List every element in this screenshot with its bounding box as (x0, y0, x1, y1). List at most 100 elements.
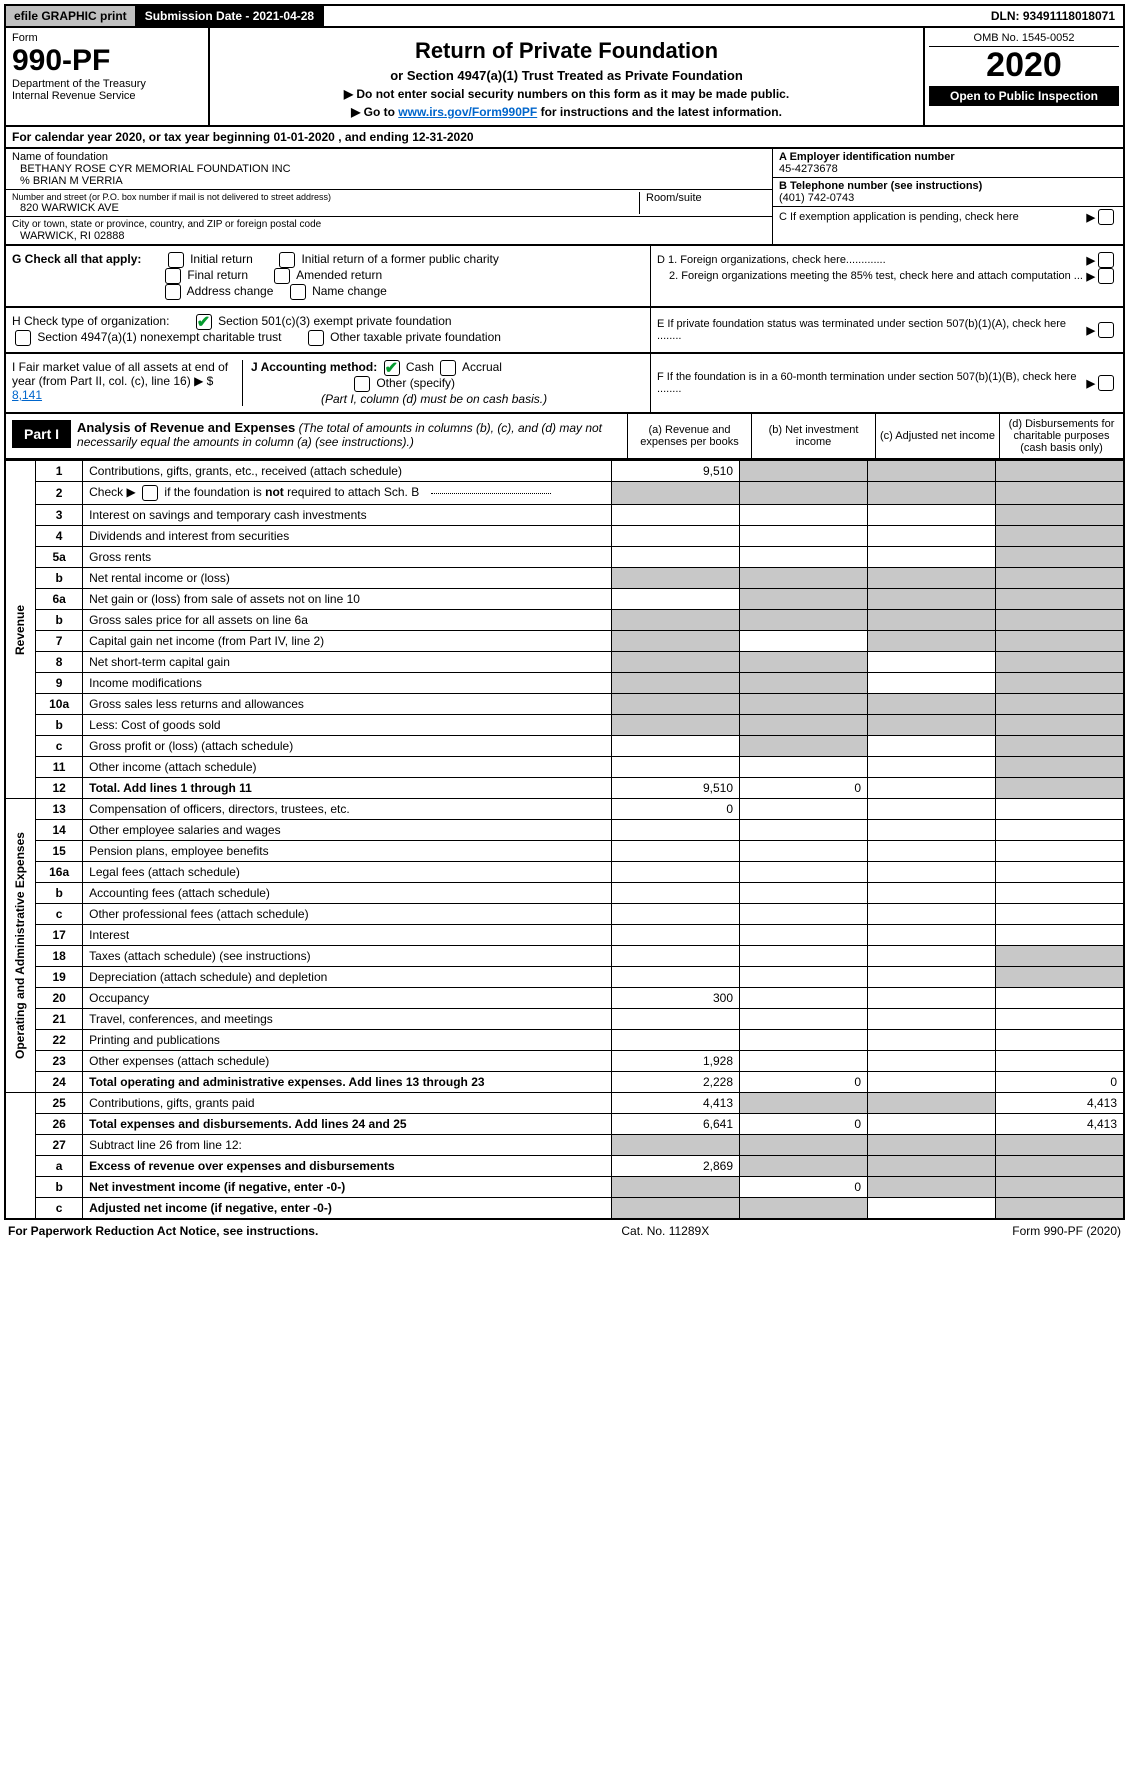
form-subtitle: or Section 4947(a)(1) Trust Treated as P… (216, 68, 917, 83)
table-row: 20Occupancy300 (5, 988, 1124, 1009)
ein-label: A Employer identification number (779, 151, 955, 163)
open-public-badge: Open to Public Inspection (929, 86, 1119, 106)
footer-left: For Paperwork Reduction Act Notice, see … (8, 1224, 318, 1238)
revenue-section-label: Revenue (5, 461, 36, 799)
e-checkbox[interactable] (1098, 322, 1114, 338)
table-row: 27Subtract line 26 from line 12: (5, 1135, 1124, 1156)
table-row: 26Total expenses and disbursements. Add … (5, 1114, 1124, 1135)
form-header-left: Form 990-PF Department of the Treasury I… (6, 28, 210, 125)
table-row: 4Dividends and interest from securities (5, 526, 1124, 547)
table-row: 22Printing and publications (5, 1030, 1124, 1051)
top-bar: efile GRAPHIC print Submission Date - 20… (4, 4, 1125, 28)
part1-title: Analysis of Revenue and Expenses (77, 420, 295, 435)
d1-checkbox[interactable] (1098, 252, 1114, 268)
h-label: H Check type of organization: (12, 314, 169, 328)
section-h-e: H Check type of organization: Section 50… (4, 308, 1125, 354)
dln-label: DLN: 93491118018071 (983, 6, 1123, 26)
part1-table: Revenue 1Contributions, gifts, grants, e… (4, 460, 1125, 1220)
form-word: Form (12, 32, 202, 44)
omb-number: OMB No. 1545-0052 (929, 32, 1119, 47)
f-label: F If the foundation is in a 60-month ter… (657, 371, 1087, 395)
g-amended-return-checkbox[interactable] (274, 268, 290, 284)
col-b-header: (b) Net investment income (751, 414, 875, 458)
fmv-amount[interactable]: 8,141 (12, 388, 42, 402)
footer-right: Form 990-PF (2020) (1012, 1224, 1121, 1238)
calendar-year-row: For calendar year 2020, or tax year begi… (4, 127, 1125, 149)
j-other-checkbox[interactable] (354, 376, 370, 392)
table-row: 24Total operating and administrative exp… (5, 1072, 1124, 1093)
ein-value: 45-4273678 (779, 163, 1117, 175)
table-row: Operating and Administrative Expenses 13… (5, 799, 1124, 820)
section-i-j-f: I Fair market value of all assets at end… (4, 354, 1125, 414)
instructions-link[interactable]: www.irs.gov/Form990PF (398, 105, 537, 119)
schb-checkbox[interactable] (142, 485, 158, 501)
e-label: E If private foundation status was termi… (657, 318, 1087, 342)
foundation-info: Name of foundation BETHANY ROSE CYR MEMO… (4, 149, 1125, 246)
j-note: (Part I, column (d) must be on cash basi… (321, 392, 644, 406)
table-row: cOther professional fees (attach schedul… (5, 904, 1124, 925)
form-note2: ▶ Go to www.irs.gov/Form990PF for instru… (216, 105, 917, 119)
table-row: Revenue 1Contributions, gifts, grants, e… (5, 461, 1124, 482)
col-c-header: (c) Adjusted net income (875, 414, 999, 458)
phone-value: (401) 742-0743 (779, 192, 1117, 204)
j-accrual-checkbox[interactable] (440, 360, 456, 376)
room-label: Room/suite (646, 192, 766, 204)
care-of: % BRIAN M VERRIA (12, 175, 766, 187)
tax-year-end: 12-31-2020 (412, 130, 473, 144)
h-other-taxable-checkbox[interactable] (308, 330, 324, 346)
tax-year: 2020 (929, 47, 1119, 84)
table-row: 18Taxes (attach schedule) (see instructi… (5, 946, 1124, 967)
phone-label: B Telephone number (see instructions) (779, 180, 982, 192)
g-final-return-checkbox[interactable] (165, 268, 181, 284)
g-initial-return-checkbox[interactable] (168, 252, 184, 268)
table-row: bNet investment income (if negative, ent… (5, 1177, 1124, 1198)
g-former-charity-checkbox[interactable] (279, 252, 295, 268)
part1-header: Part I Analysis of Revenue and Expenses … (4, 414, 1125, 460)
table-row: cAdjusted net income (if negative, enter… (5, 1198, 1124, 1220)
d2-checkbox[interactable] (1098, 268, 1114, 284)
table-row: 2Check ▶ if the foundation is not requir… (5, 482, 1124, 505)
foundation-name-label: Name of foundation (12, 151, 766, 163)
city-state-zip: WARWICK, RI 02888 (12, 230, 766, 242)
form-header: Form 990-PF Department of the Treasury I… (4, 28, 1125, 127)
table-row: bLess: Cost of goods sold (5, 715, 1124, 736)
table-row: 8Net short-term capital gain (5, 652, 1124, 673)
table-row: 10aGross sales less returns and allowanc… (5, 694, 1124, 715)
h-501c3-checkbox[interactable] (196, 314, 212, 330)
city-label: City or town, state or province, country… (12, 219, 766, 230)
table-row: 6aNet gain or (loss) from sale of assets… (5, 589, 1124, 610)
table-row: 17Interest (5, 925, 1124, 946)
expenses-section-label: Operating and Administrative Expenses (5, 799, 36, 1093)
col-a-header: (a) Revenue and expenses per books (627, 414, 751, 458)
g-name-change-checkbox[interactable] (290, 284, 306, 300)
form-note1: ▶ Do not enter social security numbers o… (216, 87, 917, 101)
d1-label: D 1. Foreign organizations, check here..… (657, 254, 1087, 266)
table-row: 23Other expenses (attach schedule)1,928 (5, 1051, 1124, 1072)
table-row: 12Total. Add lines 1 through 119,5100 (5, 778, 1124, 799)
foundation-name: BETHANY ROSE CYR MEMORIAL FOUNDATION INC (12, 163, 766, 175)
street-address: 820 WARWICK AVE (12, 202, 639, 214)
f-checkbox[interactable] (1098, 375, 1114, 391)
table-row: 9Income modifications (5, 673, 1124, 694)
dept-label: Department of the Treasury (12, 78, 202, 90)
irs-label: Internal Revenue Service (12, 90, 202, 102)
j-cash-checkbox[interactable] (384, 360, 400, 376)
form-number: 990-PF (12, 44, 202, 78)
table-row: 16aLegal fees (attach schedule) (5, 862, 1124, 883)
table-row: bNet rental income or (loss) (5, 568, 1124, 589)
table-row: 19Depreciation (attach schedule) and dep… (5, 967, 1124, 988)
g-address-change-checkbox[interactable] (165, 284, 181, 300)
table-row: 25Contributions, gifts, grants paid4,413… (5, 1093, 1124, 1114)
part1-tab: Part I (12, 420, 71, 448)
table-row: aExcess of revenue over expenses and dis… (5, 1156, 1124, 1177)
form-title: Return of Private Foundation (216, 38, 917, 64)
exemption-pending-checkbox[interactable] (1098, 209, 1114, 225)
j-label: J Accounting method: (251, 360, 377, 374)
table-row: cGross profit or (loss) (attach schedule… (5, 736, 1124, 757)
table-row: 14Other employee salaries and wages (5, 820, 1124, 841)
h-4947-checkbox[interactable] (15, 330, 31, 346)
page-footer: For Paperwork Reduction Act Notice, see … (4, 1220, 1125, 1242)
table-row: 3Interest on savings and temporary cash … (5, 505, 1124, 526)
arrow-icon: ▶ (1087, 211, 1095, 224)
exemption-pending-label: C If exemption application is pending, c… (779, 211, 1087, 223)
